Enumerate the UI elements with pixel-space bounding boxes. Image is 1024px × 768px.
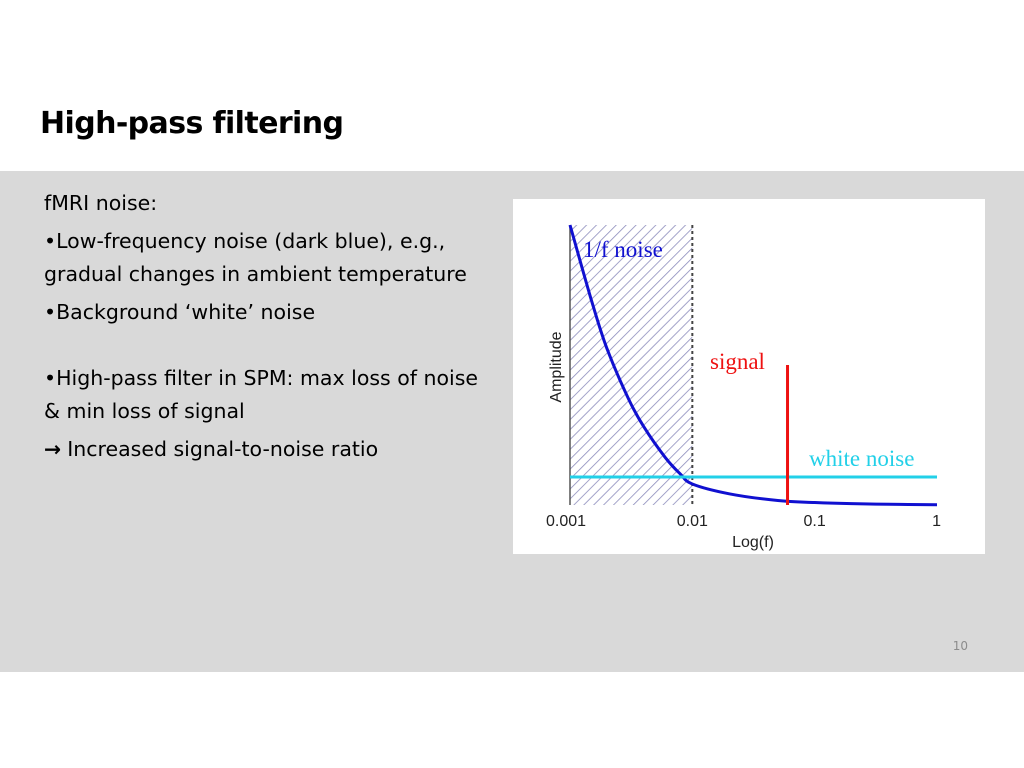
noise-spectrum-chart: 0.001 0.01 0.1 1 Log(f) Amplitude 1/f noise sig… (546, 224, 941, 551)
x-tick-label: 0.01 (677, 513, 708, 530)
annotation-signal: signal (710, 349, 765, 374)
x-axis-label: Log(f) (732, 534, 774, 551)
one-over-f-noise-curve (568, 224, 938, 507)
shaded-region-1f (570, 225, 693, 505)
bullet-high-pass-filter: •High-pass filter in SPM: max loss of no… (44, 366, 479, 423)
y-axis-label: Amplitude (548, 331, 565, 402)
page-number: 10 (952, 639, 968, 653)
x-tick-label: 0.001 (546, 513, 586, 530)
x-tick-label: 1 (932, 513, 941, 530)
annotation-1f-noise: 1/f noise (583, 237, 663, 262)
conclusion-line: → Increased signal-to-noise ratio (44, 433, 484, 466)
bullet-list: fMRI noise: •Low-frequency noise (dark b… (44, 187, 484, 471)
noise-spectrum-figure: 0.001 0.01 0.1 1 Log(f) Amplitude 1/f noise sig… (513, 199, 985, 554)
annotation-white-noise: white noise (809, 446, 914, 471)
bullet-white-noise: •Background ‘white’ noise (44, 300, 316, 324)
slide-title: High-pass filtering (40, 106, 344, 141)
conclusion-text: Increased signal-to-noise ratio (67, 437, 379, 461)
content-band: fMRI noise: •Low-frequency noise (dark b… (0, 171, 1024, 672)
right-arrow-icon: → (44, 437, 62, 461)
bullet-low-frequency-noise: •Low-frequency noise (dark blue), e.g., … (44, 229, 467, 286)
list-heading: fMRI noise: (44, 191, 158, 215)
x-tick-label: 0.1 (804, 513, 826, 530)
